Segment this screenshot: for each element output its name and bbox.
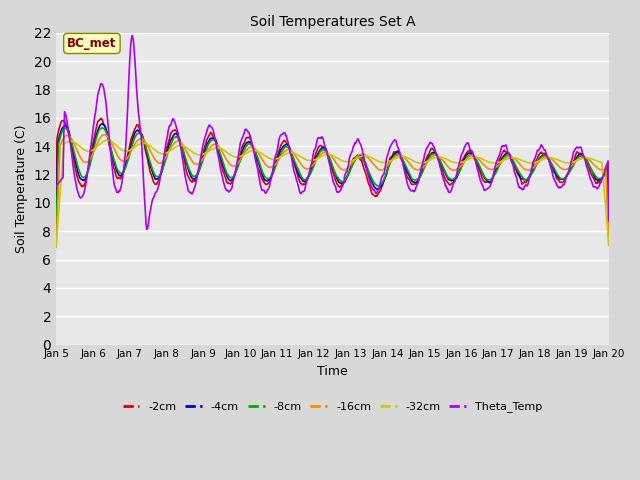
Theta_Temp xyxy=(556,184,564,190)
-8cm xyxy=(325,153,333,159)
-32cm xyxy=(433,154,441,160)
Theta_Temp xyxy=(128,33,136,38)
-2cm xyxy=(433,153,441,159)
-8cm xyxy=(605,242,612,248)
-16cm xyxy=(555,164,563,169)
Line: -16cm: -16cm xyxy=(56,135,609,247)
-16cm xyxy=(100,132,108,138)
-32cm xyxy=(52,244,60,250)
Y-axis label: Soil Temperature (C): Soil Temperature (C) xyxy=(15,124,28,253)
-4cm xyxy=(198,157,206,163)
-16cm xyxy=(174,138,182,144)
-32cm xyxy=(605,242,612,248)
-32cm xyxy=(378,159,386,165)
Theta_Temp xyxy=(605,218,612,224)
-4cm xyxy=(52,224,60,229)
-4cm xyxy=(325,153,333,159)
-16cm xyxy=(605,236,612,241)
Legend: -2cm, -4cm, -8cm, -16cm, -32cm, Theta_Temp: -2cm, -4cm, -8cm, -16cm, -32cm, Theta_Te… xyxy=(118,397,547,417)
-8cm xyxy=(52,230,60,236)
-4cm xyxy=(378,181,386,187)
-32cm xyxy=(174,143,182,149)
-16cm xyxy=(52,244,60,250)
Theta_Temp xyxy=(199,143,207,149)
-2cm xyxy=(198,155,206,161)
Theta_Temp xyxy=(52,183,60,189)
Text: BC_met: BC_met xyxy=(67,37,116,50)
-2cm xyxy=(174,134,182,140)
-4cm xyxy=(99,121,106,127)
-2cm xyxy=(97,116,104,121)
-4cm xyxy=(174,133,182,139)
-32cm xyxy=(103,137,111,143)
-2cm xyxy=(378,183,386,189)
Theta_Temp xyxy=(143,227,150,232)
Title: Soil Temperatures Set A: Soil Temperatures Set A xyxy=(250,15,415,29)
-16cm xyxy=(378,167,386,173)
-32cm xyxy=(198,152,206,157)
Line: Theta_Temp: Theta_Temp xyxy=(56,36,609,229)
Line: -32cm: -32cm xyxy=(56,140,609,247)
-8cm xyxy=(378,179,386,185)
-4cm xyxy=(605,235,612,240)
-8cm xyxy=(433,153,441,159)
X-axis label: Time: Time xyxy=(317,365,348,378)
-2cm xyxy=(555,177,563,183)
-2cm xyxy=(52,206,60,212)
Line: -4cm: -4cm xyxy=(56,124,609,238)
-4cm xyxy=(433,152,441,157)
Theta_Temp xyxy=(380,172,387,178)
-2cm xyxy=(325,156,333,162)
Line: -8cm: -8cm xyxy=(56,128,609,245)
Theta_Temp xyxy=(434,154,442,159)
-16cm xyxy=(325,151,333,156)
Theta_Temp xyxy=(326,161,333,167)
-8cm xyxy=(555,173,563,179)
-8cm xyxy=(174,136,182,142)
-32cm xyxy=(555,157,563,163)
-32cm xyxy=(325,152,333,157)
-8cm xyxy=(99,125,106,131)
Theta_Temp xyxy=(175,136,183,142)
-4cm xyxy=(555,175,563,181)
-16cm xyxy=(198,157,206,163)
-2cm xyxy=(605,221,612,227)
-16cm xyxy=(433,153,441,158)
-8cm xyxy=(198,160,206,166)
Line: -2cm: -2cm xyxy=(56,119,609,224)
